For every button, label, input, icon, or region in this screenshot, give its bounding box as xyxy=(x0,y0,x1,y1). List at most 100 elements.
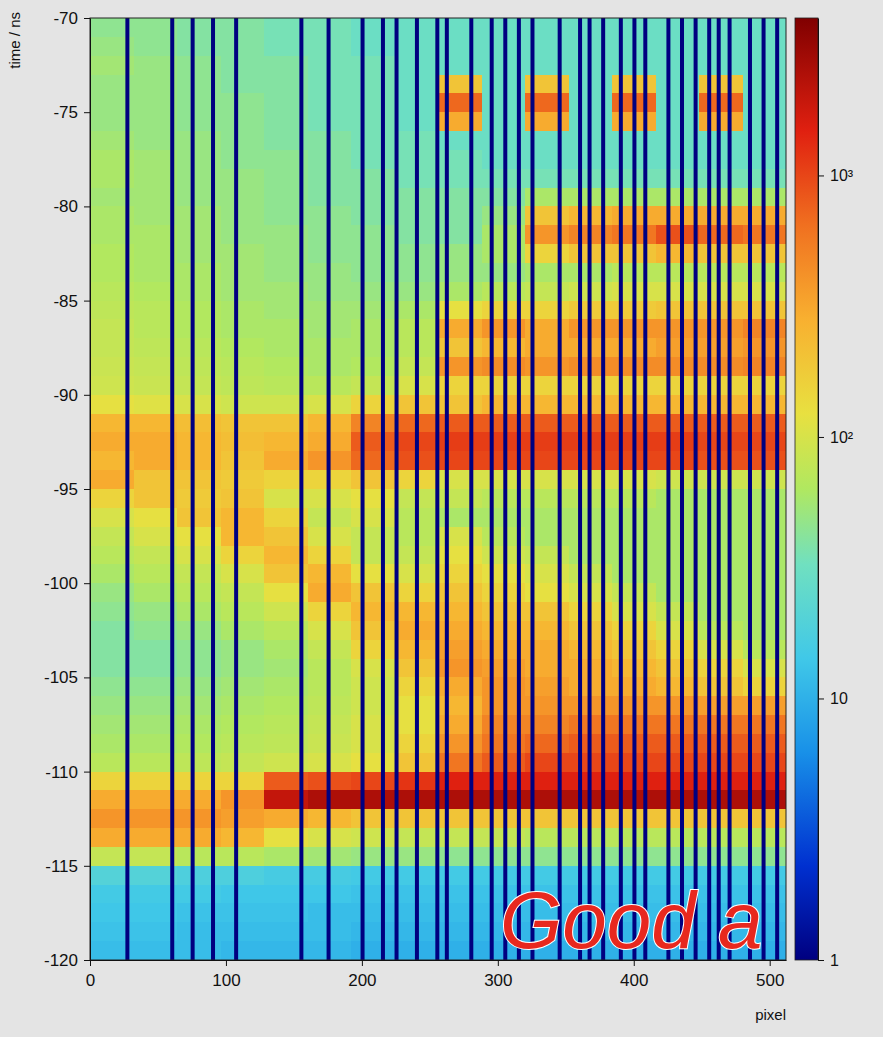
heatmap-cell xyxy=(656,188,700,207)
heatmap-cell xyxy=(221,809,265,828)
heatmap-cell xyxy=(351,790,395,809)
tick: -70 xyxy=(53,9,90,28)
heatmap-cell xyxy=(438,282,482,301)
heatmap-cell xyxy=(656,715,700,734)
masked-pixel xyxy=(361,18,365,960)
tick-mark xyxy=(84,112,90,113)
heatmap-cell xyxy=(656,338,700,357)
tick: 10² xyxy=(818,429,854,446)
heatmap-cell xyxy=(656,244,700,263)
tick-mark xyxy=(818,698,824,699)
heatmap-cell xyxy=(221,414,265,433)
heatmap-cell xyxy=(438,602,482,621)
heatmap-cell xyxy=(221,508,265,527)
tick-mark xyxy=(818,437,824,438)
heatmap-cell xyxy=(221,790,265,809)
heatmap-cell xyxy=(351,376,395,395)
tick-label: -110 xyxy=(45,763,78,782)
heatmap-cell xyxy=(221,131,265,150)
masked-pixel xyxy=(762,18,766,960)
heatmap-cell xyxy=(656,150,700,169)
heatmap-cell xyxy=(221,150,265,169)
heatmap-cell xyxy=(438,734,482,753)
tick-label: 0 xyxy=(86,971,95,990)
heatmap-cell xyxy=(656,847,700,866)
heatmap-cell xyxy=(351,602,395,621)
heatmap-cell xyxy=(699,75,743,94)
heatmap-cell xyxy=(699,564,743,583)
heatmap-cell xyxy=(699,527,743,546)
heatmap-cell xyxy=(438,715,482,734)
heatmap-cell xyxy=(656,508,700,527)
tick: -90 xyxy=(53,386,90,405)
heatmap-cell xyxy=(699,451,743,470)
heatmap-cell xyxy=(656,527,700,546)
tick-label: -105 xyxy=(44,668,78,687)
heatmap-cell xyxy=(221,18,265,37)
heatmap-cell xyxy=(221,225,265,244)
masked-pixel xyxy=(381,18,385,960)
heatmap-cell xyxy=(438,922,482,941)
heatmap-cell xyxy=(438,489,482,508)
tick-label: 1 xyxy=(830,952,839,969)
heatmap-cell xyxy=(699,338,743,357)
masked-pixel xyxy=(632,18,636,960)
heatmap-cell xyxy=(351,546,395,565)
tick: -115 xyxy=(45,857,90,876)
heatmap-cell xyxy=(351,395,395,414)
heatmap-cell xyxy=(438,809,482,828)
heatmap-cell xyxy=(656,451,700,470)
heatmap-cell xyxy=(351,75,395,94)
tick: 1 xyxy=(818,952,839,969)
heatmap-cell xyxy=(699,772,743,791)
tick-label: -75 xyxy=(53,103,78,122)
heatmap-cell xyxy=(351,301,395,320)
heatmap-cell xyxy=(351,93,395,112)
heatmap-cell xyxy=(438,753,482,772)
heatmap-cell xyxy=(438,640,482,659)
heatmap-cell xyxy=(221,583,265,602)
heatmap-cell xyxy=(699,301,743,320)
heatmap-cell xyxy=(351,922,395,941)
heatmap-cell xyxy=(351,188,395,207)
tick-mark xyxy=(362,960,363,966)
heatmap-cell xyxy=(699,112,743,131)
tick-mark xyxy=(84,206,90,207)
tick-mark xyxy=(84,772,90,773)
heatmap-cell xyxy=(221,357,265,376)
heatmap-cell xyxy=(656,546,700,565)
heatmap-cell xyxy=(656,319,700,338)
heatmap-cell xyxy=(351,659,395,678)
tick: -85 xyxy=(53,292,90,311)
masked-pixel xyxy=(415,18,419,960)
heatmap-cell xyxy=(351,414,395,433)
heatmap-cell xyxy=(699,395,743,414)
masked-pixel xyxy=(530,18,534,960)
x-axis-title: pixel xyxy=(755,1006,786,1023)
plot-area xyxy=(90,18,786,960)
heatmap-cell xyxy=(221,640,265,659)
heatmap-cell xyxy=(438,395,482,414)
heatmap-cell xyxy=(656,790,700,809)
tick: 100 xyxy=(212,960,240,990)
heatmap-cell xyxy=(656,677,700,696)
heatmap-cell xyxy=(438,659,482,678)
tick-label: 200 xyxy=(348,971,376,990)
heatmap-cell xyxy=(438,903,482,922)
heatmap-cell xyxy=(656,357,700,376)
masked-pixel xyxy=(694,18,698,960)
masked-pixel xyxy=(211,18,215,960)
heatmap-cell xyxy=(351,244,395,263)
heatmap-cell xyxy=(351,847,395,866)
heatmap-cell xyxy=(699,677,743,696)
tick-label: -115 xyxy=(45,857,78,876)
heatmap-cell xyxy=(438,432,482,451)
heatmap-cell xyxy=(221,696,265,715)
tick-label: 10³ xyxy=(830,167,854,184)
tick-label: -90 xyxy=(53,386,78,405)
heatmap-cell xyxy=(699,37,743,56)
heatmap-cell xyxy=(656,734,700,753)
tick: -75 xyxy=(53,103,90,122)
heatmap-cell xyxy=(699,508,743,527)
heatmap-cell xyxy=(438,583,482,602)
